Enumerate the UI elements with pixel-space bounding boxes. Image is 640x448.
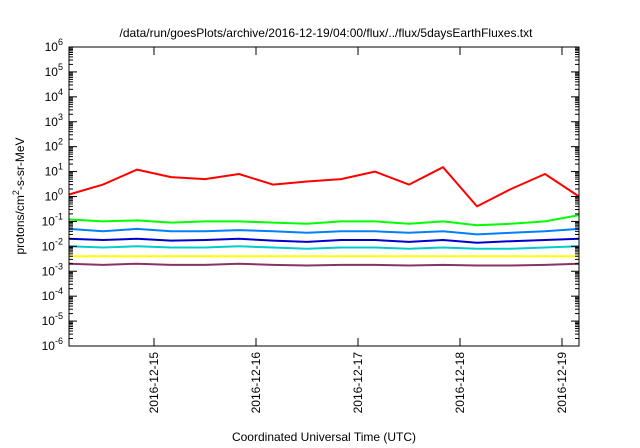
- series-line-4: [68, 245, 580, 250]
- series-line-0: [68, 166, 580, 208]
- chart-title: /data/run/goesPlots/archive/2016-12-19/0…: [120, 26, 534, 40]
- y-tick-label: 10-2: [42, 236, 63, 253]
- x-axis: 2016-12-15 2016-12-16 2016-12-17 2016-12-18…: [147, 47, 569, 413]
- x-tick-label: 2016-12-17: [351, 352, 365, 414]
- y-tick-label: 101: [45, 162, 63, 179]
- y-tick-label: 106: [45, 37, 63, 54]
- y-axis-label: protons/cm2-s-sr-MeV: [11, 137, 27, 254]
- y-tick-label: 10-6: [42, 336, 63, 353]
- y-tick-label: 10-1: [42, 211, 63, 228]
- y-tick-label: 104: [45, 87, 63, 104]
- series-line-6: [68, 262, 580, 267]
- y-tick-label: 10-5: [42, 311, 63, 328]
- x-tick-label: 2016-12-18: [453, 352, 467, 414]
- x-tick-label: 2016-12-19: [555, 352, 569, 414]
- y-tick-label: 102: [45, 137, 63, 154]
- y-tick-label: 10-4: [42, 286, 63, 303]
- y-tick-label: 10-3: [42, 261, 63, 278]
- y-tick-label: 103: [45, 112, 63, 129]
- x-tick-label: 2016-12-15: [147, 352, 161, 414]
- y-axis: 10-6 10-5 10-4 10-3 10-2 10-1 100 101 102 103 104 1…: [42, 37, 579, 353]
- series-line-3: [68, 237, 580, 244]
- y-tick-label: 100: [45, 187, 63, 204]
- series-line-1: [68, 214, 580, 227]
- series-lines: [68, 166, 580, 267]
- x-axis-label: Coordinated Universal Time (UTC): [232, 430, 416, 444]
- x-tick-label: 2016-12-16: [249, 352, 263, 414]
- plot-frame: [68, 46, 580, 347]
- y-tick-label: 105: [45, 62, 63, 79]
- series-line-2: [68, 227, 580, 236]
